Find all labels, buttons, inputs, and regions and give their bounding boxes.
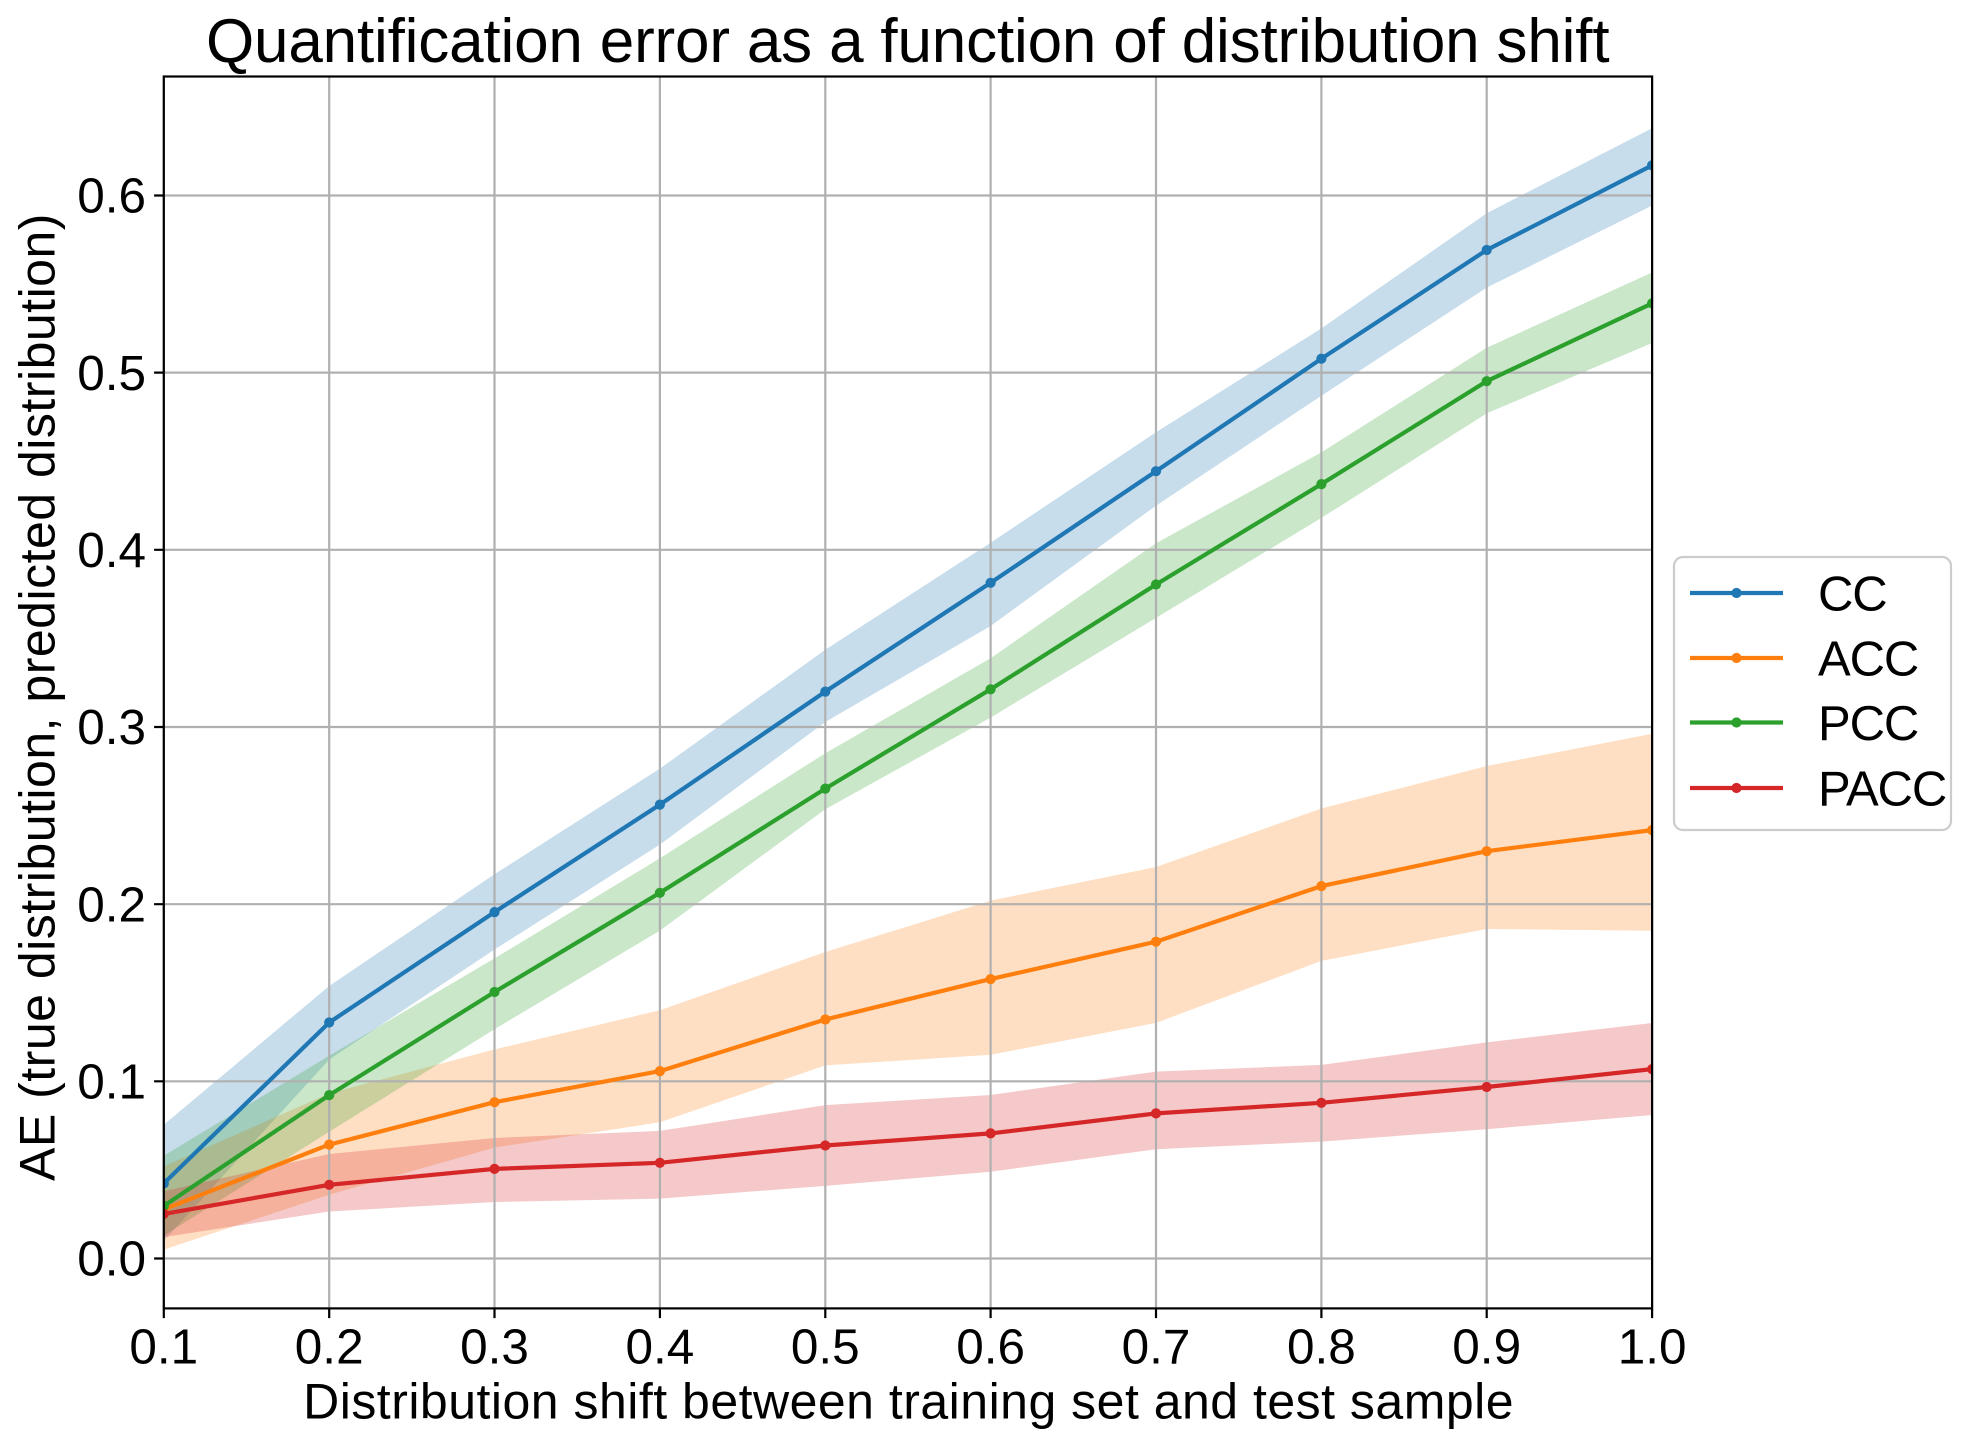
- svg-text:0.7: 0.7: [1122, 1320, 1191, 1375]
- svg-text:0.1: 0.1: [129, 1320, 198, 1375]
- svg-text:0.3: 0.3: [460, 1320, 529, 1375]
- svg-text:0.3: 0.3: [77, 700, 146, 755]
- svg-text:Distribution shift between tra: Distribution shift between training set …: [303, 1374, 1514, 1430]
- svg-text:0.4: 0.4: [77, 523, 146, 578]
- svg-text:0.2: 0.2: [77, 877, 146, 932]
- svg-text:Quantification error as a func: Quantification error as a function of di…: [206, 7, 1609, 76]
- svg-text:0.1: 0.1: [77, 1054, 146, 1109]
- svg-text:CC: CC: [1818, 567, 1887, 621]
- svg-text:0.5: 0.5: [77, 346, 146, 401]
- svg-text:PACC: PACC: [1818, 762, 1946, 816]
- svg-text:0.6: 0.6: [956, 1320, 1025, 1375]
- svg-text:0.6: 0.6: [77, 169, 146, 224]
- svg-text:AE (true distribution, predict: AE (true distribution, predicted distrib…: [10, 213, 66, 1181]
- svg-text:0.9: 0.9: [1452, 1320, 1521, 1375]
- svg-text:ACC: ACC: [1818, 632, 1918, 686]
- svg-text:1.0: 1.0: [1618, 1320, 1687, 1375]
- svg-text:0.2: 0.2: [295, 1320, 364, 1375]
- svg-text:PCC: PCC: [1818, 697, 1918, 751]
- svg-text:0.8: 0.8: [1287, 1320, 1356, 1375]
- svg-text:0.0: 0.0: [77, 1232, 146, 1287]
- svg-text:0.5: 0.5: [791, 1320, 860, 1375]
- svg-text:0.4: 0.4: [625, 1320, 694, 1375]
